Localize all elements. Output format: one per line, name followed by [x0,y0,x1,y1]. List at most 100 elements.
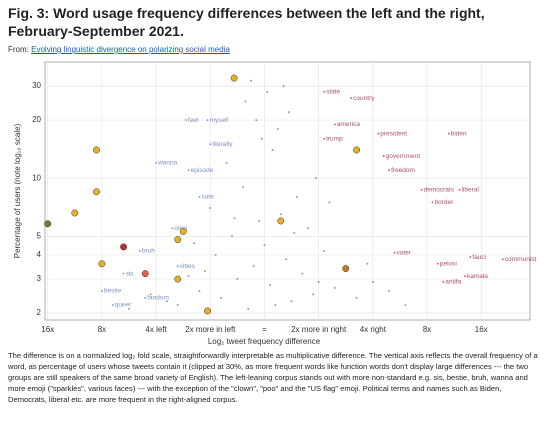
word-dot [285,258,288,261]
emoji-marker [93,188,100,196]
word-point [388,169,391,172]
emoji-marker [179,227,187,235]
word-dot [333,286,336,289]
word-point [447,132,450,135]
x-tick-label: 16x [41,325,54,334]
word-dot [271,148,274,151]
word-label: episode [191,167,214,174]
word-label: antifa [445,279,461,286]
word-label: vibes [180,263,196,270]
word-point [198,195,201,198]
emoji-marker [230,74,238,82]
word-dot [252,265,255,268]
word-dot [233,217,236,220]
word-dot [260,137,263,140]
word-dot [209,207,212,210]
word-dot [314,177,317,180]
word-dot [198,290,201,293]
word-label: bruh [142,248,155,255]
word-point [393,251,396,254]
word-dot [249,79,252,82]
x-tick-label: 2x more in right [291,325,347,334]
word-label: fandom [147,294,169,301]
word-label: biden [451,130,467,137]
word-dot [388,290,391,293]
word-dot [323,249,326,252]
x-axis-label: Log₂ tweet frequency difference [208,337,321,346]
emoji-marker [174,236,182,244]
word-label: queer [115,302,132,309]
y-tick-label: 4 [37,250,42,259]
emoji-marker [277,217,285,225]
word-dot [371,280,374,283]
word-point [323,90,325,93]
word-point [502,258,504,261]
word-label: feel [188,117,199,124]
source-link[interactable]: Evolving linguistic divergence on polari… [31,45,230,54]
emoji-marker [353,146,361,154]
word-label: freedom [391,167,415,174]
x-tick-label: 8x [98,325,106,334]
word-dot [277,127,280,130]
word-dot [165,300,168,303]
word-dot [268,283,271,286]
word-dot [230,235,233,238]
word-point [464,275,466,278]
word-dot [274,304,277,307]
word-point [187,169,190,172]
word-point [420,188,423,191]
word-point [442,280,445,283]
x-tick-label: 4x left [145,325,167,334]
emoji-marker [120,243,128,251]
emoji-marker [204,307,212,315]
word-dot [404,304,407,307]
word-dot [241,185,244,188]
word-dot [282,85,285,88]
word-dot [176,304,179,307]
x-tick-label: 2x more in left [185,325,236,334]
caption: The difference is on a normalized log₂ f… [8,351,538,404]
word-label: liberal [462,187,480,194]
source-prefix: From: [8,45,29,54]
word-point [122,272,125,275]
word-point [382,155,385,158]
plot-area [44,61,531,321]
word-point [431,201,434,204]
word-dot [295,195,298,198]
word-dot [328,201,331,204]
word-point [144,296,147,299]
word-label: state [326,89,340,96]
word-dot [287,111,290,114]
word-point [469,256,472,258]
x-tick-label: 8x [423,325,431,334]
word-label: president [380,130,407,137]
word-label: trump [326,135,343,142]
word-label: myself [210,117,229,124]
word-label: democrats [424,187,455,194]
word-label: kamala [467,273,488,280]
y-axis-label: Percentage of users (note log₁₀ scale) [13,123,22,258]
word-point [138,249,141,252]
word-point [155,161,157,164]
word-dot [214,253,217,256]
word-point [209,143,212,146]
word-point [323,137,325,140]
word-label: voter [397,250,412,257]
word-dot [193,242,196,245]
emoji-marker [71,209,79,217]
word-dot [301,272,304,275]
word-dot [317,280,320,283]
x-tick-label: 4x right [360,325,387,334]
word-point [176,265,179,268]
word-dot [366,262,369,265]
emoji-marker [44,220,52,228]
word-dot [266,90,269,93]
word-dot [290,300,293,303]
word-dot [225,161,228,164]
word-label: omg [174,225,187,232]
word-dot [255,119,258,122]
word-label: border [434,199,454,206]
word-dot [220,296,223,299]
y-tick-label: 3 [37,274,42,283]
x-tick-label: 16x [475,325,488,334]
